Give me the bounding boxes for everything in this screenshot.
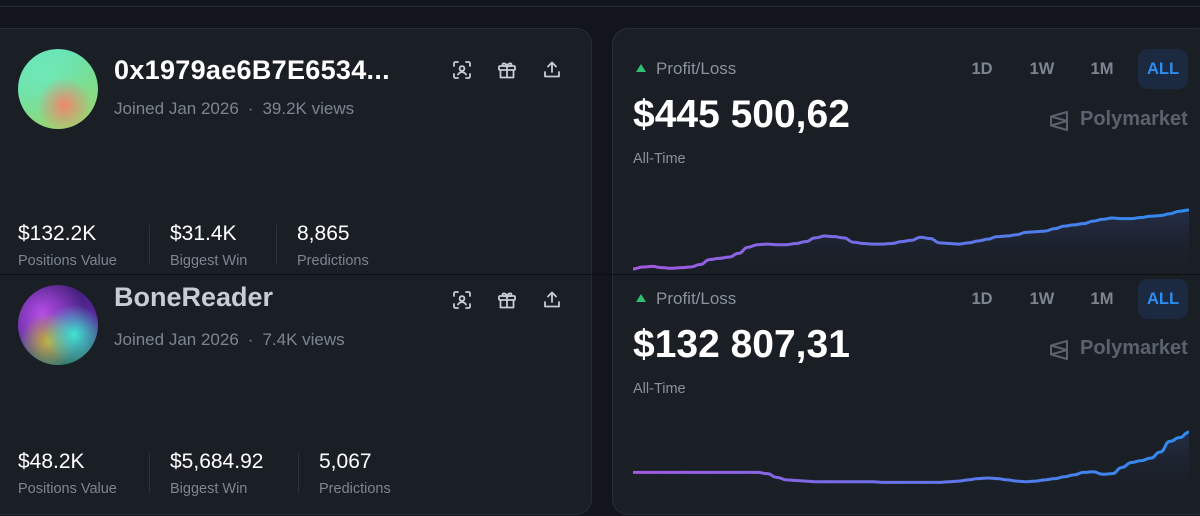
profile-card: 0x1979ae6B7E6534... Joined Jan 2026 · 39.2… [0,28,592,274]
meta-separator: · [247,330,254,349]
username[interactable]: 0x1979ae6B7E6534... [114,55,390,85]
stat-biggest-win: $5,684.92 Biggest Win [170,450,263,497]
pnl-amount: $132 807,31 [633,323,850,366]
trader-row-2: BoneReader Joined Jan 2026 · 7.4K views $4… [0,275,1200,516]
polymarket-icon [1050,340,1068,360]
avatar[interactable] [18,285,98,365]
chart-line [633,208,1189,271]
stat-label: Predictions [319,481,391,497]
stat-divider [149,225,150,265]
pnl-label: Profit/Loss [656,59,737,78]
profile-meta: Joined Jan 2026 · 7.4K views [114,330,345,350]
joined-date: Joined Jan 2026 [114,99,239,118]
stat-predictions: 8,865 Predictions [297,222,369,269]
period-label: All-Time [633,151,686,167]
pnl-chart [633,208,1189,274]
meta-separator: · [247,99,254,118]
profile-card: BoneReader Joined Jan 2026 · 7.4K views $4… [0,275,592,515]
chart-line [633,430,1189,484]
timeframe-1d[interactable]: 1D [971,60,993,78]
avatar[interactable] [18,49,98,129]
stat-positions-value: $132.2K Positions Value [18,222,117,269]
gift-icon[interactable] [496,289,518,311]
pnl-label: Profit/Loss [656,289,737,308]
stat-positions-value: $48.2K Positions Value [18,450,117,497]
stat-value: $132.2K [18,222,97,245]
brand-name: Polymarket [1080,337,1188,359]
stat-divider [149,453,150,493]
share-icon[interactable] [541,289,563,311]
polymarket-icon [1050,111,1068,131]
stat-biggest-win: $31.4K Biggest Win [170,222,247,269]
view-count: 39.2K views [262,99,355,118]
stat-value: 5,067 [319,450,372,473]
top-divider [0,6,1200,7]
trader-row-1: 0x1979ae6B7E6534... Joined Jan 2026 · 39.2… [0,28,1200,274]
scan-icon[interactable] [451,59,473,81]
joined-date: Joined Jan 2026 [114,330,239,349]
timeframe-all[interactable]: ALL [1138,49,1188,89]
profile-meta: Joined Jan 2026 · 39.2K views [114,99,354,119]
timeframe-1d[interactable]: 1D [971,290,993,308]
stat-label: Biggest Win [170,253,248,269]
chart-area [633,432,1189,495]
timeframe-all[interactable]: ALL [1138,279,1188,319]
polymarket-logo: Polymarket [1048,108,1188,131]
polymarket-logo: Polymarket [1048,337,1188,360]
stat-predictions: 5,067 Predictions [319,450,391,497]
row-separator [0,274,1200,275]
timeframe-1w[interactable]: 1W [1029,290,1055,308]
timeframe-1m[interactable]: 1M [1090,290,1114,308]
view-count: 7.4K views [262,330,345,349]
gift-icon[interactable] [496,59,518,81]
stat-divider [276,225,277,265]
scan-icon[interactable] [451,289,473,311]
stat-divider [298,453,299,493]
timeframe-1w[interactable]: 1W [1029,60,1055,78]
timeframe-1m[interactable]: 1M [1090,60,1114,78]
username[interactable]: BoneReader [114,282,274,312]
period-label: All-Time [633,381,686,397]
stat-value: $48.2K [18,450,85,473]
stat-value: $31.4K [170,222,237,245]
brand-name: Polymarket [1080,108,1188,130]
stat-value: $5,684.92 [170,450,264,473]
stat-label: Predictions [297,253,369,269]
pnl-chart [633,430,1189,495]
up-arrow-icon [636,294,646,302]
up-arrow-icon [636,64,646,72]
stat-value: 8,865 [297,222,350,245]
stat-label: Biggest Win [170,481,248,497]
pnl-amount: $445 500,62 [633,93,850,136]
stat-label: Positions Value [18,481,117,497]
share-icon[interactable] [541,59,563,81]
chart-area [633,210,1189,274]
stat-label: Positions Value [18,253,117,269]
